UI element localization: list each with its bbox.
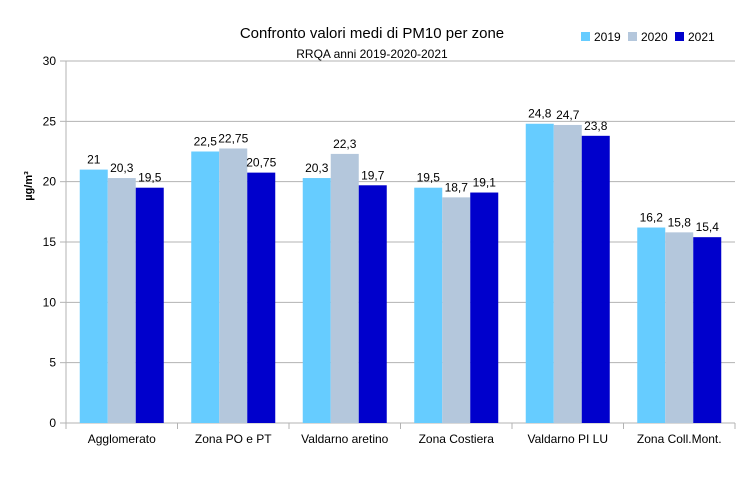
bar	[553, 124, 582, 423]
y-tick-label: 5	[49, 356, 56, 370]
data-label: 22,5	[194, 135, 218, 149]
bar	[665, 232, 694, 423]
x-tick-label: Valdarno PI LU	[528, 432, 609, 446]
data-label: 19,1	[473, 176, 497, 190]
bar	[191, 151, 220, 423]
x-tick-label: Zona Costiera	[419, 432, 495, 446]
bar	[637, 227, 666, 423]
bars-layer	[79, 123, 722, 423]
x-tick-label: Valdarno aretino	[301, 432, 388, 446]
y-tick-label: 0	[49, 416, 56, 430]
data-label: 15,8	[668, 215, 692, 229]
bar	[693, 237, 722, 423]
y-tick-label: 20	[43, 175, 57, 189]
data-label: 22,75	[218, 131, 248, 145]
x-tick-label: Zona Coll.Mont.	[637, 432, 722, 446]
bar	[525, 123, 554, 423]
x-tick-label: Zona PO e PT	[195, 432, 272, 446]
data-label: 24,8	[528, 107, 552, 121]
data-label: 20,3	[305, 161, 329, 175]
data-label: 15,4	[696, 220, 720, 234]
data-label: 22,3	[333, 137, 357, 151]
data-label: 18,7	[445, 180, 469, 194]
data-label: 20,75	[246, 156, 276, 170]
y-tick-label: 25	[43, 114, 57, 128]
y-tick-label: 30	[43, 54, 57, 68]
bar	[302, 178, 331, 423]
bar	[107, 178, 136, 423]
data-label: 19,5	[417, 171, 441, 185]
legend-swatch	[628, 32, 637, 41]
bar	[358, 185, 387, 423]
legend-label: 2020	[641, 30, 668, 44]
chart-subtitle: RRQA anni 2019-2020-2021	[296, 47, 448, 61]
y-axis-label: µg/m³	[23, 171, 35, 201]
bar	[79, 169, 108, 423]
chart-title: Confronto valori medi di PM10 per zone	[240, 25, 504, 42]
y-tick-label: 15	[43, 235, 57, 249]
bar	[219, 148, 248, 423]
legend-label: 2021	[688, 30, 715, 44]
bar	[414, 187, 443, 423]
legend: 2019 2020 2021	[581, 30, 715, 44]
data-label: 19,5	[138, 171, 162, 185]
y-tick-label: 10	[43, 295, 57, 309]
data-label: 20,3	[110, 161, 134, 175]
bar	[581, 135, 610, 423]
bar	[135, 187, 164, 423]
legend-swatch	[581, 32, 590, 41]
legend-label: 2019	[594, 30, 621, 44]
x-tick-label: Agglomerato	[88, 432, 156, 446]
legend-swatch	[675, 32, 684, 41]
data-label: 23,8	[584, 119, 608, 133]
labels-layer: 21 20,3 19,5 Agglomerato 22,5 22,75 20,75 Zona …	[87, 107, 722, 446]
data-label: 16,2	[640, 211, 664, 225]
bar	[442, 197, 471, 423]
bar	[247, 172, 276, 423]
data-label: 19,7	[361, 168, 385, 182]
data-label: 21	[87, 153, 101, 167]
bar	[330, 153, 359, 423]
grid-layer: 0 5 10 15 20 25 30	[43, 54, 736, 430]
data-label: 24,7	[556, 108, 580, 122]
bar	[470, 192, 499, 423]
